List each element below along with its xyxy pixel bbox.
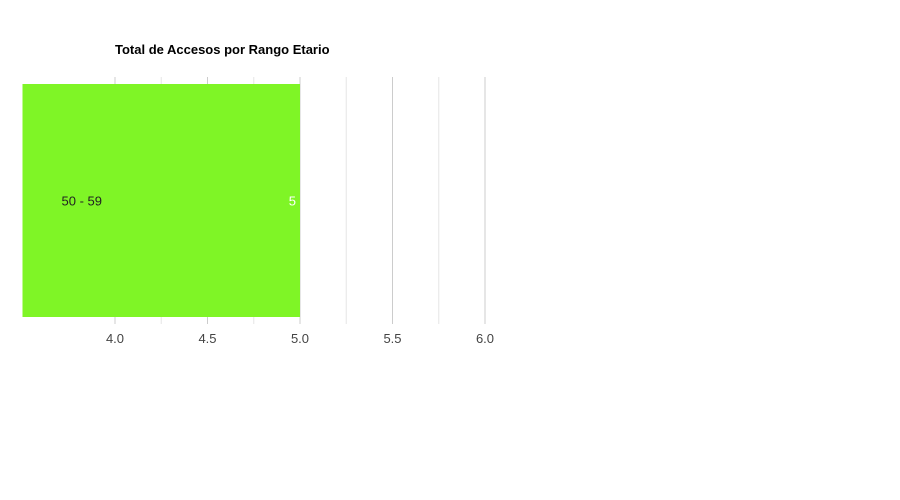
bars: 50 - 59 5 xyxy=(22,84,300,317)
category-label: 50 - 59 xyxy=(62,194,102,209)
x-axis-ticks: 4.0 4.5 5.0 5.5 6.0 xyxy=(106,331,494,346)
x-tick-label: 5.0 xyxy=(291,331,309,346)
data-label: 5 xyxy=(289,194,296,209)
x-tick-label: 4.5 xyxy=(198,331,216,346)
x-tick-label: 6.0 xyxy=(476,331,494,346)
x-tick-label: 4.0 xyxy=(106,331,124,346)
x-tick-label: 5.5 xyxy=(383,331,401,346)
bar xyxy=(22,84,300,317)
chart-title: Total de Accesos por Rango Etario xyxy=(115,42,330,57)
